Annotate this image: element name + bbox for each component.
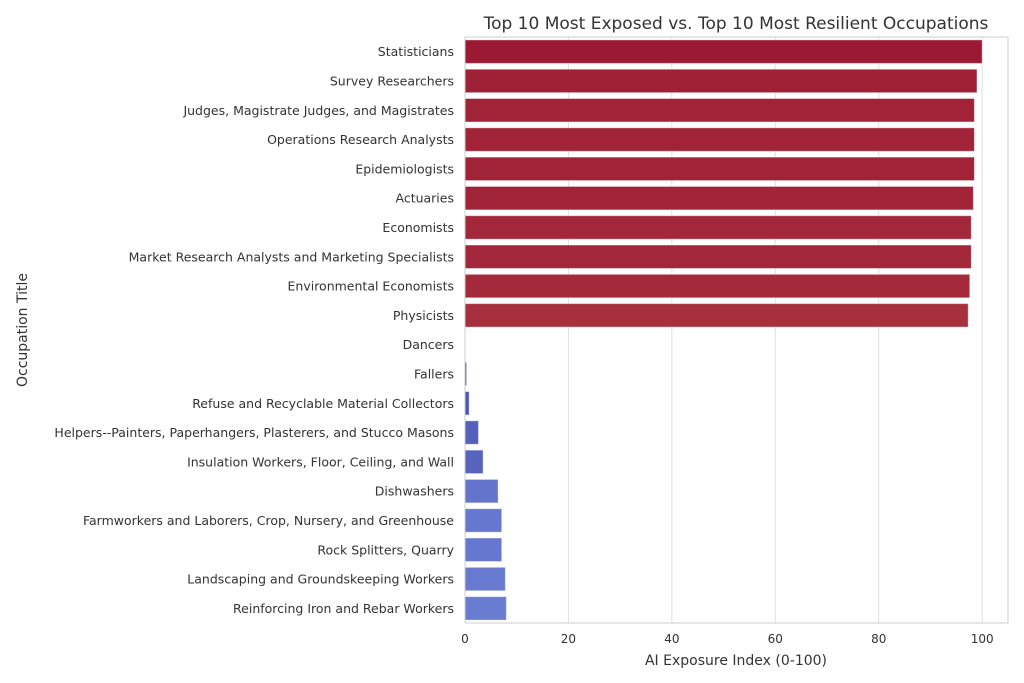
bar (464, 39, 983, 64)
bar (464, 537, 503, 562)
bar (464, 273, 971, 299)
y-tick-label: Judges, Magistrate Judges, and Magistrat… (182, 103, 454, 118)
bar (464, 185, 974, 211)
bar (464, 215, 972, 240)
bar (464, 596, 507, 621)
bar (464, 98, 975, 123)
bar (464, 391, 470, 416)
bar (464, 566, 506, 592)
y-axis-label: Occupation Title (15, 273, 31, 387)
y-tick-label: Market Research Analysts and Marketing S… (129, 249, 454, 264)
bar (464, 244, 972, 269)
bar (464, 156, 975, 182)
x-tick-label: 20 (561, 632, 576, 646)
chart-title: Top 10 Most Exposed vs. Top 10 Most Resi… (483, 14, 989, 34)
bar (464, 449, 484, 475)
y-tick-labels: Statisticians Survey Researchers Judges, M… (54, 44, 454, 616)
y-tick-label: Reinforcing Iron and Rebar Workers (233, 601, 454, 616)
y-tick-label: Dancers (403, 337, 454, 352)
bar (464, 478, 499, 504)
y-tick-label: Refuse and Recyclable Material Collector… (192, 396, 454, 411)
y-tick-label: Operations Research Analysts (267, 132, 454, 147)
y-tick-label: Actuaries (395, 191, 454, 206)
y-tick-label: Physicists (393, 308, 454, 323)
bar (464, 303, 969, 328)
x-tick-label: 80 (871, 632, 886, 646)
bar (464, 420, 479, 445)
bar (464, 68, 978, 94)
y-tick-label: Epidemiologists (355, 161, 454, 176)
x-tick-labels: 0 20 40 60 80 100 (461, 632, 993, 646)
bars (464, 39, 983, 621)
y-tick-label: Insulation Workers, Floor, Ceiling, and … (187, 454, 454, 469)
x-tick-label: 100 (971, 632, 994, 646)
grid-lines (464, 37, 983, 623)
x-tick-label: 0 (461, 632, 469, 646)
y-tick-label: Environmental Economists (288, 279, 455, 294)
y-tick-label: Rock Splitters, Quarry (317, 542, 454, 557)
y-tick-label: Statisticians (378, 44, 454, 59)
y-tick-label: Economists (382, 220, 454, 235)
y-tick-label: Dishwashers (375, 484, 454, 499)
x-tick-label: 60 (768, 632, 783, 646)
x-axis-label: AI Exposure Index (0-100) (645, 653, 827, 669)
y-tick-label: Farmworkers and Laborers, Crop, Nursery,… (83, 513, 454, 528)
bar (464, 508, 503, 533)
y-tick-label: Fallers (414, 366, 454, 381)
x-tick-label: 40 (664, 632, 679, 646)
bar (464, 127, 975, 152)
y-tick-label: Survey Researchers (330, 73, 454, 88)
y-tick-label: Landscaping and Groundskeeping Workers (187, 572, 454, 587)
y-tick-label: Helpers--Painters, Paperhangers, Plaster… (54, 425, 454, 440)
